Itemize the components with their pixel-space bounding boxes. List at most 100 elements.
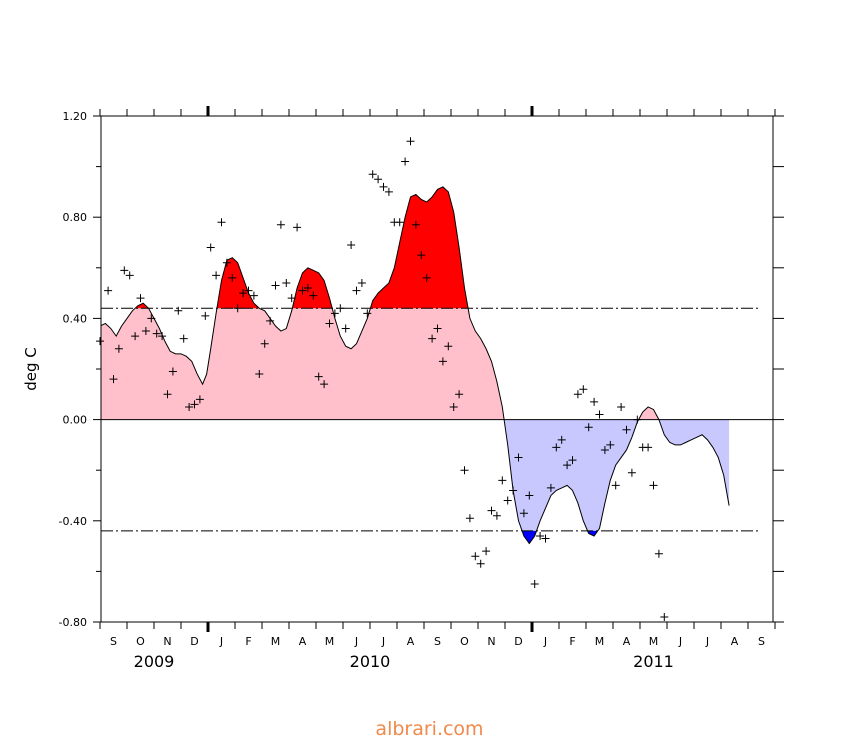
- monthly-value-marker: [271, 281, 280, 290]
- monthly-value-marker: [336, 304, 345, 313]
- monthly-value-marker: [530, 580, 539, 589]
- monthly-value-marker: [438, 357, 447, 366]
- monthly-value-marker: [249, 291, 258, 300]
- monthly-value-marker: [379, 182, 388, 191]
- monthly-value-marker: [131, 332, 140, 341]
- monthly-value-marker: [158, 332, 167, 341]
- monthly-value-marker: [352, 286, 361, 295]
- monthly-value-marker: [244, 286, 253, 295]
- monthly-value-marker: [487, 506, 496, 515]
- monthly-value-marker: [584, 423, 593, 432]
- monthly-value-marker: [260, 339, 269, 348]
- y-tick-label: 0.40: [63, 312, 88, 325]
- monthly-value-marker: [363, 309, 372, 318]
- month-label: J: [705, 635, 709, 648]
- reference-lines: [101, 307, 773, 532]
- monthly-value-marker: [552, 443, 561, 452]
- month-label: N: [163, 635, 171, 648]
- monthly-value-marker: [168, 367, 177, 376]
- monthly-value-marker: [654, 549, 663, 558]
- monthly-value-marker: [444, 342, 453, 351]
- smoothed-anomaly-line: [101, 186, 730, 545]
- anomaly-area-layer: [101, 186, 730, 545]
- monthly-value-marker: [395, 218, 404, 227]
- warm-exceedance-area: [135, 186, 469, 309]
- monthly-value-marker: [519, 509, 528, 518]
- watermark-text: albrari.com: [375, 718, 484, 740]
- monthly-value-marker: [125, 271, 134, 280]
- month-label: A: [731, 635, 739, 648]
- month-label: D: [514, 635, 522, 648]
- monthly-value-marker: [627, 468, 636, 477]
- monthly-values-layer: [96, 137, 669, 621]
- monthly-value-marker: [120, 266, 129, 275]
- month-label: M: [325, 635, 335, 648]
- year-label: 2011: [633, 652, 674, 671]
- monthly-value-marker: [206, 243, 215, 252]
- monthly-value-marker: [384, 187, 393, 196]
- month-label: O: [136, 635, 145, 648]
- monthly-value-marker: [455, 390, 464, 399]
- y-tick-label: 0.80: [63, 211, 88, 224]
- y-tick-label: -0.40: [59, 515, 87, 528]
- monthly-value-marker: [557, 435, 566, 444]
- monthly-value-marker: [509, 486, 518, 495]
- monthly-value-marker: [276, 220, 285, 229]
- monthly-value-marker: [233, 304, 242, 313]
- monthly-value-marker: [174, 306, 183, 315]
- monthly-value-marker: [368, 170, 377, 179]
- monthly-value-marker: [633, 415, 642, 424]
- monthly-value-marker: [660, 612, 669, 621]
- monthly-value-marker: [644, 443, 653, 452]
- month-label: A: [623, 635, 631, 648]
- month-label: M: [595, 635, 605, 648]
- monthly-value-marker: [649, 481, 658, 490]
- monthly-value-marker: [541, 534, 550, 543]
- monthly-value-marker: [503, 496, 512, 505]
- monthly-value-marker: [179, 334, 188, 343]
- month-label: S: [110, 635, 117, 648]
- monthly-value-marker: [303, 284, 312, 293]
- monthly-value-marker: [163, 390, 172, 399]
- monthly-value-marker: [147, 314, 156, 323]
- monthly-value-marker: [330, 309, 339, 318]
- monthly-value-marker: [341, 324, 350, 333]
- monthly-value-marker: [422, 273, 431, 282]
- monthly-value-marker: [212, 271, 221, 280]
- monthly-value-marker: [320, 380, 329, 389]
- month-label: J: [219, 635, 223, 648]
- y-axis-label: deg C: [22, 347, 40, 391]
- monthly-value-marker: [282, 278, 291, 287]
- monthly-value-marker: [190, 400, 199, 409]
- monthly-value-marker: [266, 316, 275, 325]
- monthly-value-marker: [568, 456, 577, 465]
- monthly-value-marker: [228, 273, 237, 282]
- monthly-value-marker: [374, 175, 383, 184]
- monthly-value-marker: [417, 251, 426, 260]
- monthly-value-marker: [357, 278, 366, 287]
- monthly-value-marker: [595, 410, 604, 419]
- monthly-value-marker: [195, 395, 204, 404]
- monthly-value-marker: [579, 385, 588, 394]
- monthly-value-marker: [152, 329, 161, 338]
- month-label: M: [649, 635, 659, 648]
- monthly-value-marker: [411, 220, 420, 229]
- monthly-value-marker: [471, 552, 480, 561]
- monthly-value-marker: [114, 344, 123, 353]
- monthly-value-marker: [536, 531, 545, 540]
- y-tick-label: 1.20: [63, 110, 88, 123]
- monthly-value-marker: [482, 547, 491, 556]
- monthly-value-marker: [287, 294, 296, 303]
- monthly-value-marker: [465, 514, 474, 523]
- month-label: A: [299, 635, 307, 648]
- monthly-value-marker: [222, 258, 231, 267]
- monthly-value-marker: [104, 286, 113, 295]
- monthly-value-marker: [309, 291, 318, 300]
- monthly-value-marker: [590, 397, 599, 406]
- monthly-value-marker: [314, 372, 323, 381]
- monthly-value-marker: [406, 137, 415, 146]
- monthly-value-marker: [525, 491, 534, 500]
- monthly-value-marker: [428, 334, 437, 343]
- monthly-value-marker: [185, 402, 194, 411]
- month-label: M: [271, 635, 281, 648]
